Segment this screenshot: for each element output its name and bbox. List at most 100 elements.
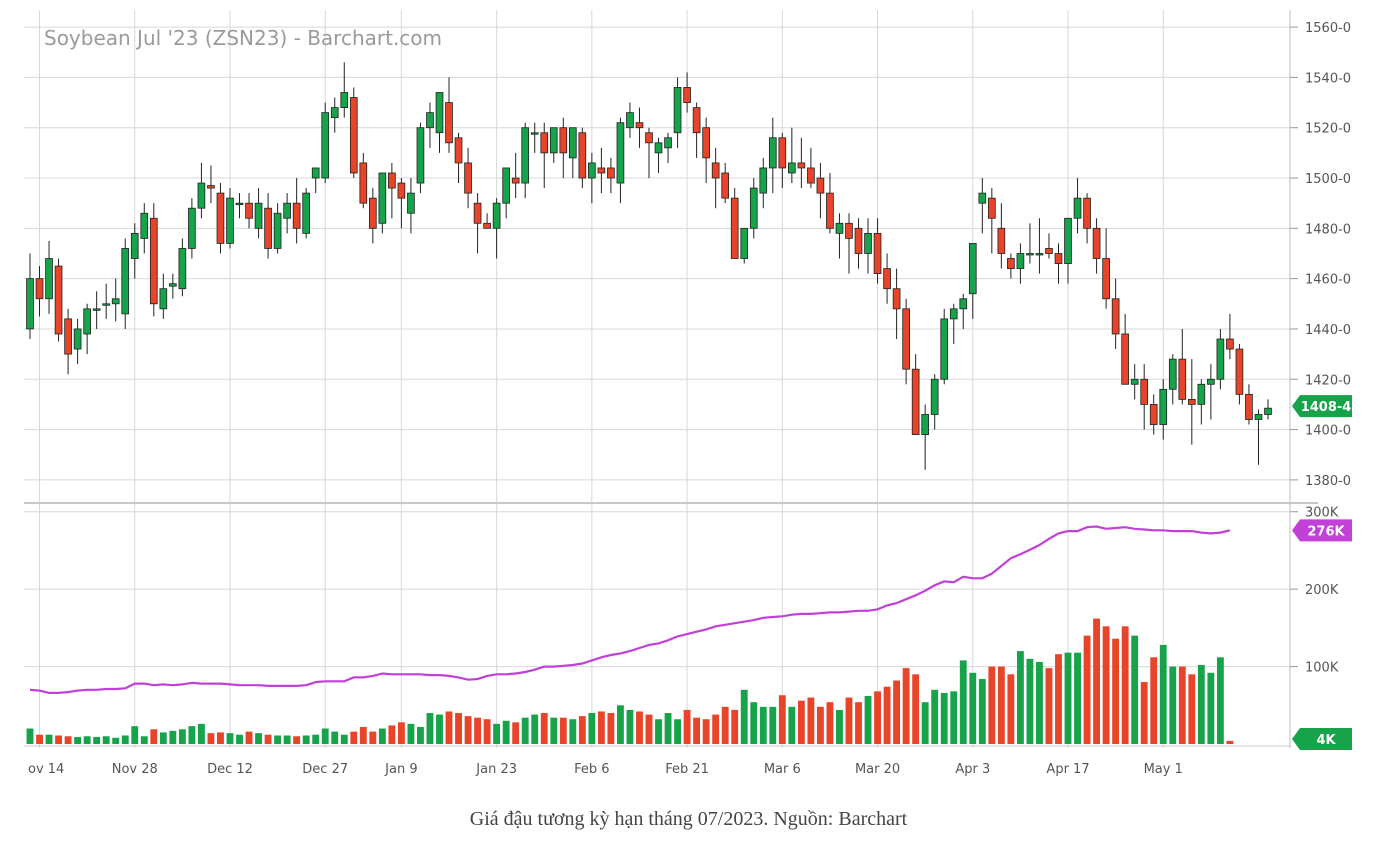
- candle-body: [978, 192, 987, 204]
- price-tick-label: 1560-0: [1305, 21, 1351, 36]
- candle-body: [692, 107, 701, 134]
- volume-bar: [474, 717, 482, 744]
- last-price-badge-shape: [1292, 395, 1352, 418]
- candle-body: [454, 137, 463, 164]
- candle-body: [321, 112, 330, 179]
- candle-body: [645, 132, 653, 144]
- volume-bar: [1150, 657, 1158, 744]
- volume-bar: [855, 702, 862, 744]
- candle-body: [549, 127, 558, 154]
- candle-body: [778, 137, 787, 169]
- candle-body: [254, 202, 263, 229]
- volume-bar: [1026, 658, 1034, 744]
- volume-bar: [483, 719, 491, 744]
- open-interest-badge-label: 276K: [1307, 524, 1345, 539]
- volume-bar: [940, 692, 948, 744]
- volume-bar: [1197, 665, 1205, 744]
- candle-body: [369, 197, 377, 229]
- candle-body: [749, 187, 758, 229]
- candle-body: [1168, 358, 1177, 390]
- last-volume-badge-label: 4K: [1316, 733, 1336, 748]
- candle-body: [959, 298, 968, 310]
- volume-bar: [512, 722, 520, 744]
- price-tick-label: 1440-0: [1305, 323, 1351, 338]
- candle-body: [616, 122, 625, 184]
- volume-bar: [921, 702, 929, 744]
- candle-body: [1045, 248, 1053, 254]
- volume-bar: [1226, 740, 1234, 744]
- candle-body: [35, 278, 44, 300]
- volume-bar: [912, 674, 920, 744]
- volume-bar: [674, 719, 681, 744]
- candle-body: [102, 303, 111, 306]
- volume-bar: [169, 730, 177, 744]
- volume-bar: [1169, 666, 1177, 744]
- volume-bar: [721, 706, 729, 744]
- value-badges: 1408-4 276K 4K: [1292, 395, 1352, 750]
- volume-bar: [874, 691, 881, 744]
- candle-body: [1140, 378, 1149, 405]
- last-price-badge-label: 1408-4: [1301, 400, 1352, 415]
- volume-bar: [26, 728, 34, 744]
- candle-body: [968, 243, 977, 295]
- candle-body: [797, 162, 806, 169]
- volume-bar: [893, 680, 901, 744]
- candle-body: [930, 378, 939, 415]
- candle-body: [664, 137, 672, 149]
- volume-bar: [264, 734, 272, 744]
- candle-body: [264, 207, 272, 249]
- candle-body: [626, 112, 634, 129]
- price-tick-label: 1520-0: [1305, 122, 1351, 137]
- volume-bar: [397, 722, 405, 744]
- candle-body: [359, 162, 368, 204]
- candle-body: [397, 182, 406, 199]
- candle-body: [216, 192, 225, 244]
- candle-body: [188, 207, 196, 249]
- candle-body: [483, 222, 491, 229]
- volume-bar: [1064, 652, 1072, 744]
- candle-body: [1111, 298, 1120, 335]
- candle-body: [407, 192, 415, 214]
- volume-bar: [864, 696, 872, 744]
- volume-bar: [607, 713, 615, 744]
- price-tick-label: 1480-0: [1305, 222, 1351, 237]
- volume-bar: [750, 702, 758, 744]
- candle-body: [559, 127, 568, 154]
- candle-body: [588, 162, 596, 179]
- volume-bar: [664, 713, 672, 744]
- volume-bar: [197, 723, 205, 744]
- volume-bar: [1178, 666, 1186, 744]
- volume-bar: [102, 736, 110, 744]
- volume-bar: [121, 735, 129, 744]
- candle-body: [502, 167, 510, 204]
- volume-bar: [759, 706, 767, 744]
- candle-body: [73, 328, 82, 350]
- volume-bar: [502, 720, 510, 744]
- candle-body: [92, 308, 101, 311]
- candle-body: [540, 132, 549, 154]
- volume-bar: [464, 716, 472, 744]
- price-chart: Soybean Jul '23 (ZSN23) - Barchart.com 1…: [24, 10, 1352, 777]
- volume-bar: [64, 736, 72, 744]
- candle-body: [1187, 398, 1196, 405]
- volume-bar: [645, 714, 653, 744]
- volume-bar: [150, 729, 158, 744]
- volume-bar: [1140, 682, 1148, 744]
- volume-bar: [731, 709, 739, 744]
- open-interest-series: [29, 525, 1231, 695]
- volume-bar: [407, 723, 415, 744]
- volume-bar: [826, 702, 834, 744]
- volume-bar: [978, 678, 986, 744]
- price-tick-label: 1540-0: [1305, 71, 1351, 86]
- candle-body: [1178, 358, 1187, 400]
- volume-bar: [845, 697, 853, 744]
- volume-bar: [788, 706, 796, 744]
- candle-body: [340, 92, 349, 108]
- candle-body: [149, 217, 158, 305]
- volume-bar: [93, 737, 101, 744]
- candle-body: [388, 172, 396, 189]
- volume-bar: [778, 695, 786, 744]
- volume-bar: [1112, 638, 1120, 744]
- volume-bar: [207, 733, 215, 744]
- volume-bar: [797, 700, 805, 744]
